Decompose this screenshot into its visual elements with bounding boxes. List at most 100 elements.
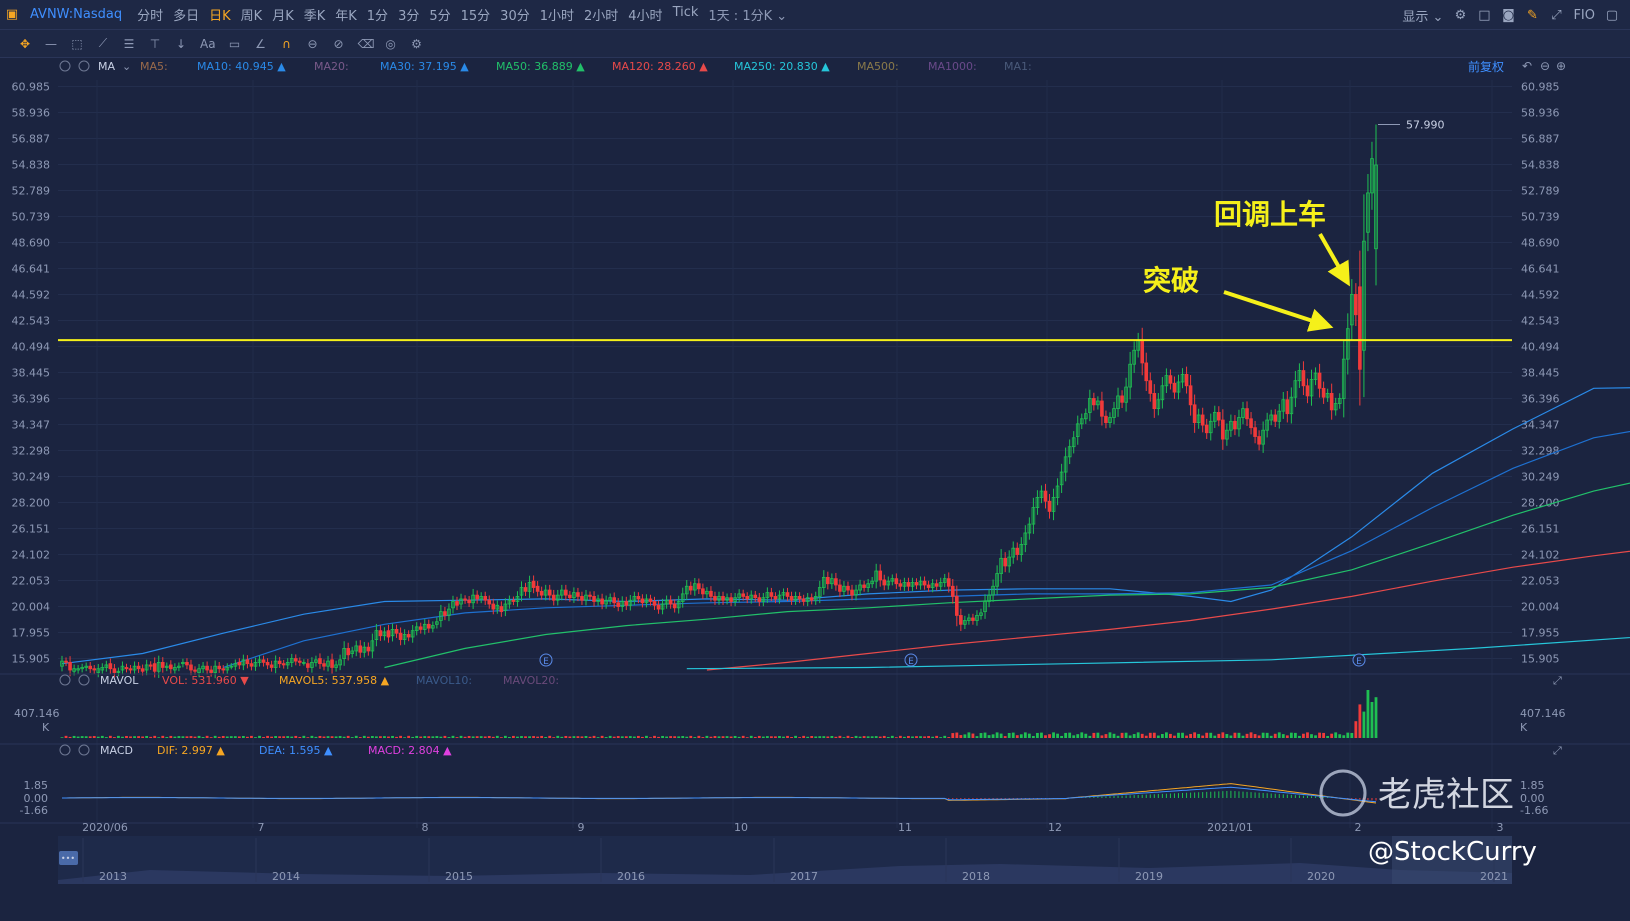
- shape-tool-icon[interactable]: ⬚: [71, 36, 83, 51]
- candle-body: [84, 665, 88, 668]
- fib-tool-icon[interactable]: ☰: [123, 36, 135, 51]
- candle: [926, 580, 931, 592]
- fullscreen-icon[interactable]: ⤢: [1551, 7, 1562, 23]
- trash-icon[interactable]: ⌫: [357, 36, 375, 51]
- volume-bar: [431, 736, 435, 738]
- volume-bar: [838, 735, 842, 738]
- macd-close-icon[interactable]: [78, 744, 90, 756]
- macd-settings-icon[interactable]: [59, 744, 71, 756]
- crosshair-icon[interactable]: ✥: [19, 36, 31, 51]
- candle-body: [116, 670, 121, 673]
- settings-icon[interactable]: ⚙: [1454, 7, 1467, 23]
- earnings-marker-1[interactable]: [904, 653, 918, 667]
- volume-bar: [721, 736, 725, 738]
- earnings-marker-0[interactable]: [539, 653, 553, 667]
- volume-bar: [1104, 734, 1108, 738]
- candle: [209, 665, 213, 677]
- symbol-label[interactable]: AVNW:Nasdaq: [30, 7, 123, 22]
- window-icon[interactable]: □: [1478, 7, 1491, 23]
- ma-close-icon[interactable]: [78, 60, 90, 72]
- candle-body: [773, 596, 778, 600]
- tab-period-6[interactable]: 年K: [335, 9, 357, 24]
- tab-period-3[interactable]: 周K: [240, 9, 263, 24]
- vol-settings-icon[interactable]: [59, 674, 71, 686]
- earnings-marker-2[interactable]: [1352, 653, 1366, 667]
- candle: [918, 576, 923, 590]
- volume-bar: [915, 736, 918, 738]
- volume-bar: [1189, 733, 1192, 738]
- interval-select[interactable]: 1天 : 1分K ⌄: [708, 9, 788, 24]
- volume-bar: [427, 736, 431, 738]
- tab-period-8[interactable]: 3分: [398, 9, 420, 24]
- maximize-icon[interactable]: ▢: [1605, 7, 1619, 23]
- candle-body: [128, 668, 133, 671]
- lock-icon[interactable]: ⊖: [307, 36, 318, 51]
- camera-icon[interactable]: ◙: [1502, 7, 1515, 23]
- tab-period-1[interactable]: 多日: [173, 9, 200, 24]
- volume-bar: [1374, 697, 1378, 738]
- volume-bar: [866, 736, 870, 738]
- candle: [124, 663, 129, 673]
- tab-period-5[interactable]: 季K: [303, 9, 326, 24]
- candle: [144, 659, 149, 676]
- candle: [890, 574, 895, 586]
- candle-body: [1011, 547, 1016, 558]
- candle-body: [471, 594, 475, 604]
- hide-icon[interactable]: ⊘: [333, 36, 344, 51]
- arrow-tool-icon[interactable]: ↓: [175, 36, 187, 51]
- layout-icon[interactable]: ▣: [5, 7, 19, 22]
- line-tool-icon[interactable]: —: [45, 36, 57, 51]
- toolbar-settings-icon[interactable]: ⚙: [411, 36, 422, 51]
- tab-period-9[interactable]: 5分: [429, 9, 451, 24]
- candle: [967, 613, 971, 625]
- candle: [620, 596, 625, 612]
- volume-bar: [153, 735, 157, 738]
- volume-bar: [302, 735, 306, 738]
- eye-icon[interactable]: ◎: [385, 36, 396, 51]
- tab-period-15[interactable]: Tick: [672, 5, 699, 20]
- brush-icon[interactable]: ∠: [255, 36, 266, 51]
- candle-body: [439, 611, 443, 621]
- tab-period-10[interactable]: 15分: [460, 9, 491, 24]
- text-tool[interactable]: Aa: [200, 36, 216, 51]
- volume-bar: [294, 735, 298, 738]
- vol-close-icon[interactable]: [78, 674, 90, 686]
- candle-body: [455, 601, 459, 606]
- candle: [1071, 431, 1076, 454]
- volume-bar: [951, 733, 955, 738]
- fio-button[interactable]: FIO: [1573, 7, 1595, 23]
- candle-body: [390, 628, 395, 637]
- ma-settings-icon[interactable]: [59, 60, 71, 72]
- candle: [753, 590, 758, 602]
- volume-bar: [237, 736, 241, 738]
- navigator-handle[interactable]: [59, 851, 78, 865]
- measure-tool-icon[interactable]: ⊤: [149, 36, 161, 51]
- tab-period-0[interactable]: 分时: [137, 9, 164, 24]
- tab-period-14[interactable]: 4小时: [628, 9, 663, 24]
- comment-icon[interactable]: ▭: [228, 36, 241, 51]
- vol-legend-item-0: VOL: 531.960 ▼: [162, 674, 249, 687]
- tab-period-13[interactable]: 2小时: [584, 9, 619, 24]
- stock-chart[interactable]: 60.985 60.985 58.936 58.936 56.887 56.887 54.8…: [0, 58, 1630, 921]
- magnet-icon[interactable]: ∩: [282, 36, 291, 51]
- display-menu[interactable]: 显示 ⌄: [1402, 9, 1444, 25]
- candle-body: [680, 593, 685, 602]
- trend-tool-icon[interactable]: ⟋: [98, 36, 108, 50]
- candle: [805, 592, 810, 607]
- tab-period-4[interactable]: 月K: [272, 9, 294, 24]
- tab-period-12[interactable]: 1小时: [539, 9, 574, 24]
- volume-bar: [725, 736, 729, 738]
- tab-period-2[interactable]: 日K: [209, 9, 231, 24]
- tab-period-11[interactable]: 30分: [500, 9, 530, 24]
- candle-body: [1055, 485, 1060, 498]
- candle-body: [1196, 414, 1201, 423]
- candle-body: [72, 668, 76, 672]
- candle-body: [636, 596, 641, 600]
- pencil-icon[interactable]: ✎: [1527, 7, 1538, 23]
- tab-period-7[interactable]: 1分: [366, 9, 389, 24]
- candle: [511, 596, 516, 606]
- candle-body: [914, 582, 919, 586]
- price-tick-right-14: 32.298: [1521, 445, 1560, 458]
- navigator-window[interactable]: [1392, 836, 1512, 884]
- volume-bar: [790, 737, 793, 738]
